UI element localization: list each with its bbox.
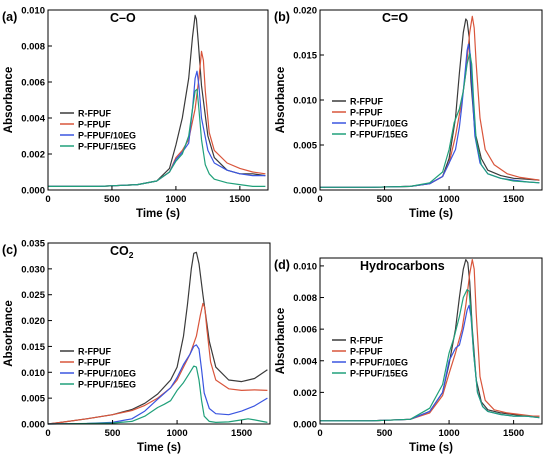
legend-label: P-FPUF/15EG (78, 142, 136, 152)
x-tick-label: 1000 (166, 428, 187, 439)
x-tick-label: 1000 (438, 194, 459, 205)
legend-label: R-FPUF (350, 97, 383, 107)
panel-label: (b) (274, 10, 290, 24)
series-line-p-fpuf-15eg (320, 52, 540, 188)
y-tick-label: 0.004 (21, 114, 45, 125)
y-tick-label: 0.025 (21, 290, 45, 301)
series-line-p-fpuf (320, 259, 540, 422)
x-tick-label: 1500 (503, 428, 524, 439)
x-tick-label: 1000 (438, 428, 459, 439)
x-axis-title: Time (s) (409, 442, 453, 454)
series-line-p-fpuf (47, 302, 268, 425)
y-axis-title: Absorbance (275, 67, 287, 133)
y-tick-label: 0.020 (293, 6, 317, 17)
y-tick-label: 0.015 (21, 342, 45, 353)
x-tick-label: 500 (377, 194, 393, 205)
series-line-p-fpuf-15eg (47, 365, 268, 425)
legend-label: R-FPUF (350, 336, 383, 346)
y-tick-label: 0.000 (21, 186, 45, 197)
y-tick-label: 0.008 (293, 293, 317, 304)
chart-panel-1: 0 500 1000 1500 0.000 0.002 0.004 0.006 0.008 0.0… (2, 6, 269, 220)
y-tick-label: 0.000 (293, 420, 317, 431)
x-tick-label: 1000 (165, 194, 186, 205)
y-tick-label: 0.002 (293, 388, 317, 399)
x-tick-label: 500 (104, 194, 120, 205)
y-tick-label: 0.008 (21, 42, 45, 53)
x-tick-label: 1500 (229, 194, 250, 205)
panel-title-main: CO (110, 244, 129, 258)
panel-title-main: Hydrocarbons (360, 259, 445, 273)
y-tick-label: 0.035 (21, 239, 45, 250)
legend-label: P-FPUF (350, 108, 383, 118)
legend-label: P-FPUF/15EG (78, 380, 136, 390)
x-tick-label: 1500 (503, 194, 524, 205)
series-line-p-fpuf-10eg (47, 344, 268, 425)
series-line-r-fpuf (48, 14, 266, 187)
y-tick-label: 0.010 (21, 6, 45, 17)
legend-label: P-FPUF/10EG (78, 369, 136, 379)
panel-title: CO2 (110, 244, 134, 260)
legend-label: P-FPUF/10EG (350, 358, 408, 368)
legend-label: P-FPUF (350, 347, 383, 357)
y-tick-label: 0.015 (293, 51, 317, 62)
series-line-p-fpuf-15eg (320, 289, 540, 422)
panel-label: (a) (2, 10, 17, 24)
panel-title-main: C–O (110, 11, 136, 25)
y-tick-label: 0.006 (21, 78, 45, 89)
x-axis-title: Time (s) (136, 208, 180, 220)
legend-label: P-FPUF/10EG (78, 131, 136, 141)
chart-panel-2: 0 500 1000 1500 0.000 0.005 0.010 0.015 0.020 Tim… (274, 6, 543, 220)
y-tick-label: 0.004 (293, 356, 317, 367)
y-axis-title: Absorbance (3, 300, 15, 366)
y-tick-label: 0.000 (293, 186, 317, 197)
x-tick-label: 500 (105, 428, 121, 439)
legend-label: P-FPUF/15EG (350, 369, 408, 379)
legend-label: P-FPUF/10EG (350, 119, 408, 129)
y-tick-label: 0.010 (21, 368, 45, 379)
panel-title: C–O (110, 11, 136, 25)
x-tick-label: 0 (317, 428, 322, 439)
legend-label: P-FPUF/15EG (350, 130, 408, 140)
y-tick-label: 0.005 (21, 394, 45, 405)
x-axis-title: Time (s) (137, 442, 181, 454)
x-tick-label: 0 (45, 194, 50, 205)
series-line-p-fpuf-15eg (48, 88, 266, 187)
y-tick-label: 0.030 (21, 264, 45, 275)
panel-label: (c) (2, 243, 17, 257)
x-tick-label: 500 (377, 428, 393, 439)
chart-panel-4: 0 500 1000 1500 0.000 0.002 0.004 0.006 0.008 0.0… (274, 257, 543, 454)
x-axis-title: Time (s) (409, 208, 453, 220)
plot-frame (47, 242, 271, 425)
plot-frame (319, 257, 543, 425)
panel-title: C=O (382, 11, 408, 25)
panel-title-main: C=O (382, 11, 408, 25)
legend-label: R-FPUF (78, 109, 111, 119)
legend-label: P-FPUF (78, 358, 111, 368)
panel-title-subscript: 2 (129, 250, 134, 260)
y-axis-title: Absorbance (3, 67, 15, 133)
y-axis-title: Absorbance (275, 308, 287, 374)
y-tick-label: 0.020 (21, 316, 45, 327)
y-tick-label: 0.000 (21, 420, 45, 431)
x-tick-label: 0 (45, 428, 50, 439)
y-tick-label: 0.005 (293, 141, 317, 152)
x-tick-label: 0 (317, 194, 322, 205)
legend-label: P-FPUF (78, 120, 111, 130)
plot-frame (47, 9, 269, 191)
legend-label: R-FPUF (78, 347, 111, 357)
x-tick-label: 1500 (231, 428, 252, 439)
panel-title: Hydrocarbons (360, 259, 445, 273)
y-tick-label: 0.002 (21, 150, 45, 161)
y-tick-label: 0.010 (293, 261, 317, 272)
y-tick-label: 0.010 (293, 96, 317, 107)
chart-panel-3: 0 500 1000 1500 0.000 0.005 0.010 0.015 0.020 0.0… (2, 239, 271, 454)
panel-label: (d) (274, 258, 290, 272)
y-tick-label: 0.006 (293, 325, 317, 336)
